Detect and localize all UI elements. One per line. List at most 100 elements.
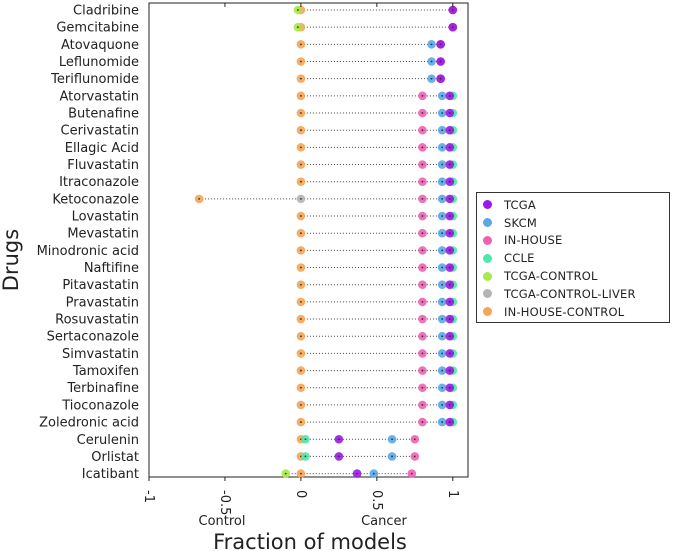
drug-row-ketoconazole: Ketoconazole (52, 192, 458, 207)
point-center (421, 369, 424, 372)
drug-row-mevastatin: Mevastatin (67, 227, 458, 242)
point-center (421, 318, 424, 320)
point-center (441, 352, 444, 355)
legend-marker (483, 253, 492, 263)
plot-area (148, 2, 469, 478)
point-center (439, 43, 442, 46)
point-center (441, 180, 444, 183)
legend-marker (483, 218, 492, 228)
point-center (300, 146, 302, 149)
point-center (430, 43, 433, 46)
point-center (451, 26, 454, 29)
drug-label: Gemcitabine (56, 21, 139, 36)
point-center (441, 421, 444, 423)
drug-label: Lovastatin (72, 210, 139, 225)
point-center (300, 369, 302, 372)
point-center (421, 146, 424, 149)
drug-row-minodronic-acid: Minodronic acid (37, 244, 458, 259)
point-center (441, 404, 444, 406)
drug-label: Leflunomide (59, 55, 139, 70)
drug-label: Butenafine (68, 107, 139, 122)
point-center (300, 404, 302, 406)
drug-label: Itraconazole (59, 175, 139, 190)
drug-row-tioconazole: Tioconazole (61, 398, 458, 413)
point-center (300, 335, 302, 338)
point-center (448, 197, 451, 200)
drug-row-naftifine: Naftifine (84, 261, 458, 276)
legend-item-tcga-control: TCGA-CONTROL (477, 267, 669, 285)
point-center (421, 112, 424, 114)
drug-label: Pitavastatin (62, 278, 139, 293)
drug-label: Atovaquone (61, 38, 139, 53)
point-center (300, 163, 302, 166)
point-center (448, 266, 451, 269)
point-center (300, 94, 302, 97)
point-center (421, 335, 424, 338)
point-center (300, 43, 302, 46)
drug-row-tamoxifen: Tamoxifen (72, 364, 458, 379)
point-center (413, 438, 416, 441)
point-center (441, 318, 444, 320)
point-center (300, 249, 302, 252)
drug-row-atovaquone: Atovaquone (61, 38, 445, 53)
drug-label: Fluvastatin (67, 158, 139, 173)
drug-row-icatibant: Icatibant (82, 467, 417, 482)
point-center (448, 163, 451, 166)
drug-label: Zoledronic acid (39, 416, 139, 431)
point-center (304, 438, 307, 441)
legend: TCGA SKCM IN-HOUSE CCLE TCGA-CONTROL TCGA-CON… (476, 192, 670, 323)
legend-item-tcga: TCGA (477, 196, 669, 214)
point-center (413, 455, 416, 458)
point-center (421, 404, 424, 406)
drug-row-simvastatin: Simvastatin (62, 347, 458, 362)
legend-label: IN-HOUSE-CONTROL (504, 304, 625, 319)
point-center (421, 421, 424, 423)
point-center (448, 129, 451, 132)
legend-marker (483, 307, 492, 317)
drug-row-atorvastatin: Atorvastatin (59, 89, 458, 104)
drug-label: Rosuvastatin (55, 313, 139, 328)
point-center (448, 112, 451, 114)
drug-label: Cerivastatin (61, 124, 139, 139)
cancer-direction-label: Cancer (361, 514, 407, 529)
drug-label: Simvastatin (62, 347, 139, 362)
point-center (296, 9, 299, 11)
point-center (448, 249, 451, 252)
point-center (421, 300, 424, 303)
x-tick-label: 0 (293, 490, 308, 498)
point-center (421, 266, 424, 269)
point-center (448, 335, 451, 338)
drug-row-butenafine: Butenafine (68, 107, 458, 122)
drug-row-fluvastatin: Fluvastatin (67, 158, 458, 173)
drug-label: Tamoxifen (72, 364, 139, 379)
point-center (441, 112, 444, 114)
x-tick-label: -0.5 (217, 490, 232, 515)
point-center (448, 215, 451, 217)
point-center (300, 266, 302, 269)
point-center (441, 129, 444, 132)
point-center (421, 129, 424, 132)
point-center (296, 26, 299, 29)
drug-rows: Cladribine Gemcitabine Atovaquone Leflunomi… (37, 4, 458, 482)
drug-row-lovastatin: Lovastatin (72, 210, 458, 225)
point-center (441, 300, 444, 303)
x-tick-label: 1 (445, 490, 460, 498)
point-center (300, 283, 302, 286)
point-center (448, 352, 451, 355)
drug-label: Ellagic Acid (65, 141, 139, 156)
point-center (421, 94, 424, 97)
point-center (441, 215, 444, 217)
point-center (421, 197, 424, 200)
point-center (337, 438, 340, 441)
x-axis: -1 -0.5 0 0.5 1 (141, 3, 460, 515)
point-center (421, 386, 424, 389)
y-axis-label: Drugs (0, 229, 23, 291)
drug-row-cerivastatin: Cerivastatin (61, 124, 458, 139)
drug-row-leflunomide: Leflunomide (59, 55, 445, 70)
x-axis-label: Fraction of models (213, 530, 407, 551)
point-center (448, 232, 451, 235)
x-tick-label: -1 (141, 490, 156, 503)
legend-label: IN-HOUSE (504, 233, 563, 248)
drug-label: Pravastatin (66, 295, 139, 310)
